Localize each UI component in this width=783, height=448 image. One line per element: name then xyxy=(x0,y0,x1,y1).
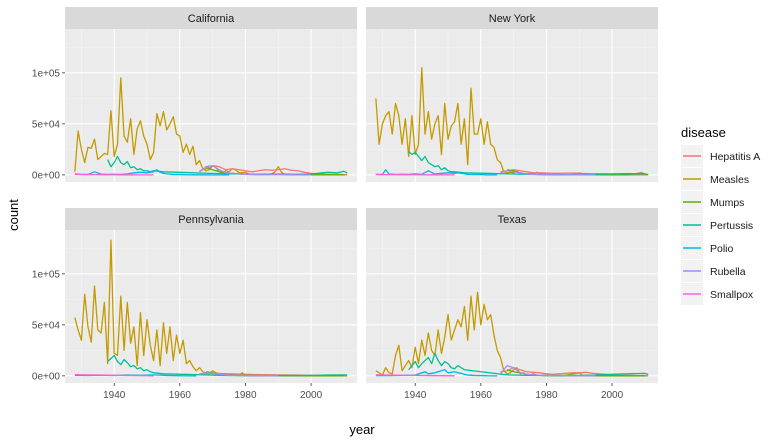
y-tick-label: 0e+00 xyxy=(32,170,61,181)
panel-texas: Texas 1940 1960 1980 2000 xyxy=(366,208,658,401)
legend: disease Hepatitis A Measles Mumps Pertussis… xyxy=(681,125,760,305)
legend-label: Hepatitis A xyxy=(710,151,760,163)
legend-item-hepatitis-a: Hepatitis A xyxy=(681,145,760,167)
y-tick-label: 5e+04 xyxy=(32,320,61,331)
panel-title: Pennsylvania xyxy=(178,214,244,226)
panel-new-york: New York xyxy=(366,7,658,182)
panel-title: New York xyxy=(489,13,536,25)
legend-item-polio: Polio xyxy=(681,237,734,259)
x-tick-label: 2000 xyxy=(300,390,323,401)
legend-label: Polio xyxy=(710,243,734,255)
y-tick-label: 1e+05 xyxy=(32,68,61,79)
panel-background xyxy=(65,29,357,182)
panel-background xyxy=(366,29,658,182)
legend-items: Hepatitis A Measles Mumps Pertussis Polio Rub… xyxy=(681,145,760,305)
x-tick-label: 1980 xyxy=(535,390,558,401)
x-tick-label: 1940 xyxy=(103,390,126,401)
legend-label: Measles xyxy=(710,174,749,186)
series-line-smallpox xyxy=(75,174,154,175)
legend-label: Rubella xyxy=(710,266,746,278)
legend-label: Mumps xyxy=(710,197,744,209)
panels-layer: California 0e+00 5e+04 1e+05 New York Pennsyl… xyxy=(32,7,658,401)
y-axis-title: count xyxy=(6,199,21,231)
x-tick-label: 1960 xyxy=(169,390,192,401)
x-axis-title: year xyxy=(349,422,375,437)
legend-label: Smallpox xyxy=(710,289,754,301)
legend-item-measles: Measles xyxy=(681,168,749,190)
x-tick-label: 1980 xyxy=(234,390,257,401)
y-tick-label: 1e+05 xyxy=(32,269,61,280)
legend-item-smallpox: Smallpox xyxy=(681,283,754,305)
panel-pennsylvania: Pennsylvania 0e+00 5e+04 1e+05 1940 1960 1980 2… xyxy=(32,208,357,401)
legend-label: Pertussis xyxy=(710,220,753,232)
legend-item-mumps: Mumps xyxy=(681,191,744,213)
panel-california: California 0e+00 5e+04 1e+05 xyxy=(32,7,357,182)
legend-title: disease xyxy=(681,125,726,140)
panel-title: California xyxy=(188,13,235,25)
x-tick-label: 1940 xyxy=(404,390,427,401)
panel-title: Texas xyxy=(498,214,527,226)
legend-item-pertussis: Pertussis xyxy=(681,214,753,236)
y-tick-label: 5e+04 xyxy=(32,119,61,130)
y-tick-label: 0e+00 xyxy=(32,371,61,382)
x-tick-label: 1960 xyxy=(470,390,493,401)
x-tick-label: 2000 xyxy=(601,390,624,401)
panel-background xyxy=(366,230,658,383)
legend-item-rubella: Rubella xyxy=(681,260,746,282)
